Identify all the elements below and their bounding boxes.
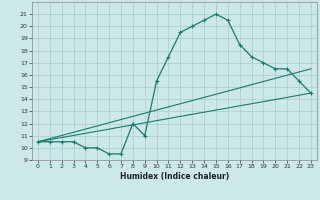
X-axis label: Humidex (Indice chaleur): Humidex (Indice chaleur) — [120, 172, 229, 181]
